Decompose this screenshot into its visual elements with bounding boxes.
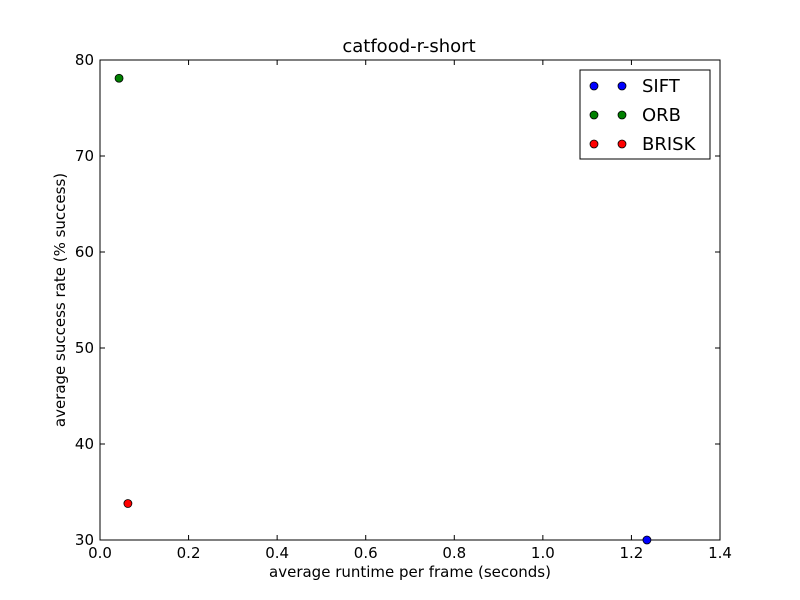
legend: SIFT ORB BRISK <box>579 69 711 160</box>
y-tick-label: 50 <box>75 339 94 357</box>
point-sift <box>642 535 652 545</box>
legend-marker-brisk <box>617 139 627 149</box>
legend-marker-brisk <box>589 139 599 149</box>
x-tick-label: 1.2 <box>619 544 643 562</box>
legend-box <box>579 69 711 160</box>
point-orb <box>114 73 124 83</box>
x-tick-label: 0.0 <box>88 544 112 562</box>
legend-marker-orb <box>617 110 627 120</box>
x-axis: 0.0 0.2 0.4 0.6 0.8 1.0 1.2 1.4 <box>88 60 732 562</box>
legend-marker-sift <box>589 81 599 91</box>
legend-label-sift: SIFT <box>642 76 681 97</box>
legend-marker-sift <box>617 81 627 91</box>
legend-marker-orb <box>589 110 599 120</box>
data-points <box>114 73 652 545</box>
x-tick-label: 1.4 <box>708 544 732 562</box>
y-tick-label: 40 <box>75 435 94 453</box>
y-tick-label: 70 <box>75 147 94 165</box>
x-tick-label: 0.8 <box>442 544 466 562</box>
x-axis-label: average runtime per frame (seconds) <box>269 563 551 581</box>
x-tick-label: 0.4 <box>265 544 289 562</box>
y-tick-label: 60 <box>75 243 94 261</box>
y-tick-label: 80 <box>75 51 94 69</box>
x-tick-label: 0.2 <box>177 544 201 562</box>
chart-title: catfood-r-short <box>342 36 475 57</box>
y-tick-label: 30 <box>75 531 94 549</box>
legend-label-orb: ORB <box>642 105 681 126</box>
legend-label-brisk: BRISK <box>642 134 697 155</box>
x-tick-label: 0.6 <box>354 544 378 562</box>
point-brisk <box>123 499 133 508</box>
y-axis: 30 40 50 60 70 80 <box>75 51 720 549</box>
x-tick-label: 1.0 <box>531 544 555 562</box>
y-axis-label: average success rate (% success) <box>51 173 69 427</box>
